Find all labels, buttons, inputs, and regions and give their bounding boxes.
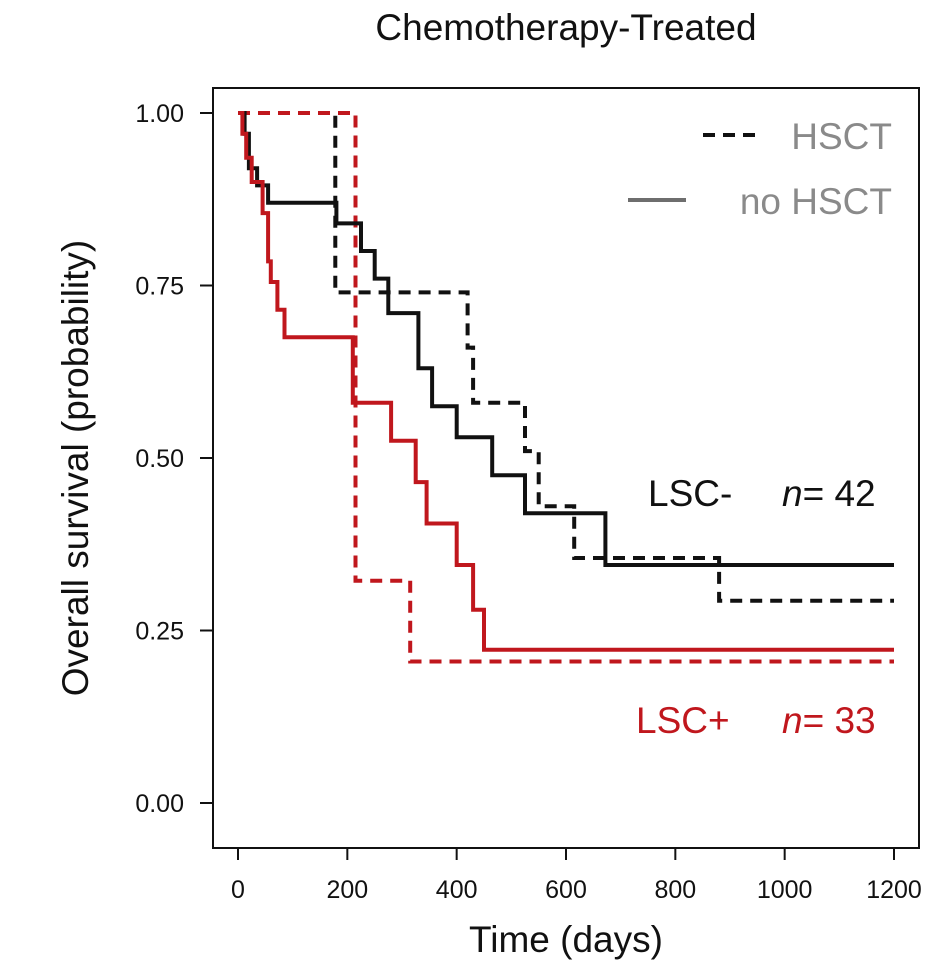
group-label-lsc-neg: LSC- [648, 473, 732, 514]
x-tick-label: 1200 [866, 876, 922, 904]
x-tick-label: 400 [436, 876, 478, 904]
group-annotation-lsc-neg: LSC- n= 42 [648, 473, 876, 514]
x-tick-label: 600 [545, 876, 587, 904]
legend-label-hsct: HSCT [791, 116, 892, 157]
chart-title: Chemotherapy-Treated [375, 7, 756, 48]
x-tick-label: 0 [231, 876, 245, 904]
y-axis-label: Overall survival (probability) [55, 240, 96, 696]
series-line-lsc-no-hsct [238, 111, 894, 567]
x-tick-label: 200 [326, 876, 368, 904]
legend-label-no-hsct: no HSCT [740, 181, 892, 222]
series-line-lsc-hsct [238, 111, 894, 664]
group-n-lsc-neg: n= 42 [782, 473, 876, 514]
y-tick-label: 0.75 [135, 273, 184, 301]
legend: HSCT no HSCT [628, 116, 892, 222]
axes: 0 200 400 600 800 1000 1200 0.00 0.25 0.50 0.75 1.0… [135, 100, 921, 904]
x-tick-label: 1000 [757, 876, 813, 904]
y-tick-label: 0.00 [135, 790, 184, 818]
y-tick-label: 0.50 [135, 445, 184, 473]
series-line-lsc-no-hsct [238, 111, 894, 652]
n-value: = 33 [803, 700, 876, 741]
group-annotation-lsc-pos: LSC+ n= 33 [636, 700, 876, 741]
group-n-lsc-pos: n= 33 [782, 700, 876, 741]
y-tick-label: 1.00 [135, 100, 184, 128]
y-tick-label: 0.25 [135, 618, 184, 646]
n-symbol: n [782, 473, 803, 514]
series-layer [238, 111, 894, 664]
series-line-lsc-hsct [238, 111, 894, 603]
group-label-lsc-pos: LSC+ [636, 700, 730, 741]
x-tick-label: 800 [654, 876, 696, 904]
n-value: = 42 [803, 473, 876, 514]
n-symbol: n [782, 700, 803, 741]
x-axis-label: Time (days) [469, 919, 663, 960]
